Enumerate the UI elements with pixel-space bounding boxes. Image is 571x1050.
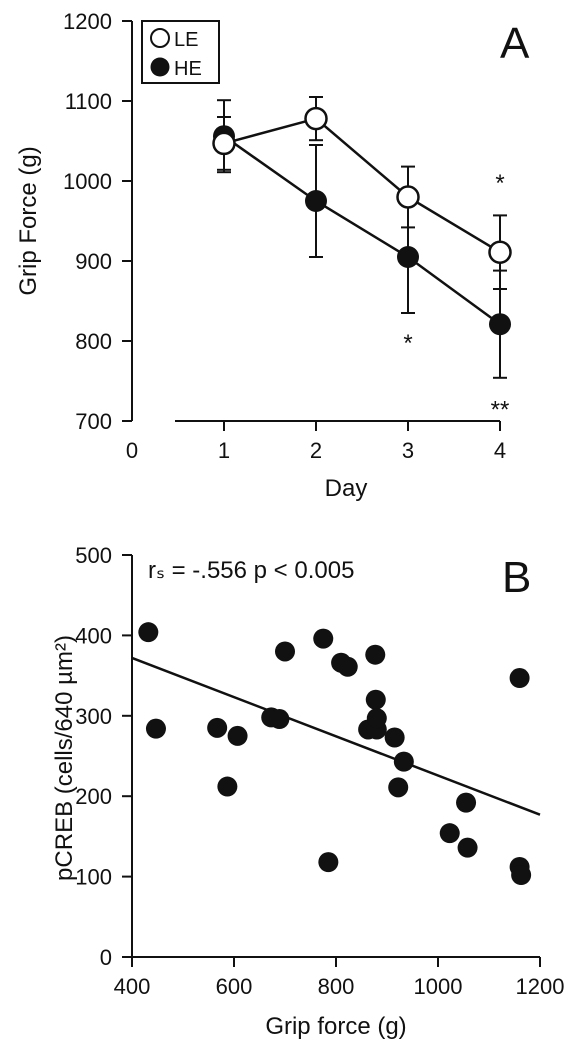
scatter-point [365, 644, 386, 665]
panel-a-markers [212, 106, 512, 336]
scatter-point [384, 727, 405, 748]
y-tick-label: 1100 [65, 89, 112, 114]
y-tick-label: 800 [75, 329, 112, 354]
x-tick-label: 2 [310, 438, 322, 463]
x-tick-label: 4 [494, 438, 506, 463]
panel-b-points [138, 622, 532, 885]
y-tick-label: 200 [75, 784, 112, 809]
data-point-le [212, 131, 236, 156]
scatter-point [509, 668, 530, 689]
panel-a-series-lines [217, 96, 507, 379]
significance-marker: ** [491, 396, 510, 423]
panel-b-y-axis-label: pCREB (cells/640 µm²) [51, 635, 78, 881]
y-tick-label: 1000 [63, 169, 112, 194]
y-tick-label: 400 [75, 623, 112, 648]
x-tick-label: 1 [218, 438, 230, 463]
panel-b-chart: 0 100 200 300 400 500 400 600 800 1000 1200 Grip f… [51, 543, 564, 1040]
x-tick-label: 3 [402, 438, 414, 463]
panel-a-x-axis-label: Day [325, 475, 368, 502]
scatter-point [439, 823, 460, 844]
panel-a-y-axis-label: Grip Force (g) [15, 146, 42, 295]
legend-open-circle-icon [150, 28, 170, 48]
scatter-point [366, 708, 387, 729]
panel-a-legend: LE HE [141, 20, 220, 84]
y-tick-label: 1200 [63, 9, 112, 34]
scatter-point [207, 717, 228, 738]
panel-b-ticks: 0 100 200 300 400 500 400 600 800 1000 1200 [75, 543, 564, 999]
data-point-le [304, 106, 328, 131]
scatter-point [313, 628, 334, 649]
panel-a-label: A [500, 19, 530, 68]
panel-a-chart: 700 800 900 1000 1100 1200 0 1 2 3 4 Day Grip Forc… [15, 9, 530, 502]
panel-b-x-axis-label: Grip force (g) [265, 1013, 406, 1040]
significance-marker: * [403, 330, 412, 357]
x-tick-label: 1000 [414, 974, 463, 999]
scatter-point [138, 622, 159, 643]
legend-label-he: HE [174, 58, 202, 80]
y-tick-label: 700 [75, 409, 112, 434]
significance-marker: * [495, 170, 504, 197]
panel-a-significance-annotations: **** [403, 170, 509, 423]
scatter-point [227, 725, 248, 746]
regression-line [131, 656, 541, 816]
scatter-point [275, 641, 295, 662]
series-line-le [223, 117, 501, 254]
scatter-point [456, 792, 477, 813]
scatter-point [318, 852, 339, 873]
data-point-le [396, 185, 420, 209]
y-tick-label: 0 [100, 945, 112, 970]
y-tick-label: 100 [75, 865, 112, 890]
scatter-point [337, 656, 358, 677]
scatter-point [269, 709, 290, 730]
y-tick-label: 900 [75, 249, 112, 274]
data-point-he [305, 190, 327, 212]
scatter-point [388, 777, 409, 798]
data-point-he [489, 313, 511, 336]
panel-b-label: B [502, 553, 531, 602]
y-tick-label: 300 [75, 704, 112, 729]
panel-b-stat-text: rₛ = -.556 p < 0.005 [148, 557, 354, 584]
x-tick-label: 1200 [516, 974, 565, 999]
scatter-point [511, 864, 532, 885]
series-line-he [223, 135, 501, 326]
y-tick-label: 500 [75, 543, 112, 568]
scatter-point [217, 776, 238, 797]
data-point-le [488, 240, 512, 264]
legend-filled-circle-icon [150, 57, 170, 77]
x-tick-label: 600 [216, 974, 253, 999]
scatter-point [145, 718, 166, 739]
legend-label-le: LE [174, 29, 198, 51]
x-tick-label: 400 [114, 974, 151, 999]
x-tick-label: 0 [126, 438, 138, 463]
scatter-point [393, 751, 414, 772]
scatter-point [365, 689, 386, 710]
data-point-he [397, 246, 419, 268]
scatter-point [457, 837, 478, 858]
x-tick-label: 800 [318, 974, 355, 999]
panel-a-ticks: 700 800 900 1000 1100 1200 0 1 2 3 4 [63, 9, 506, 463]
